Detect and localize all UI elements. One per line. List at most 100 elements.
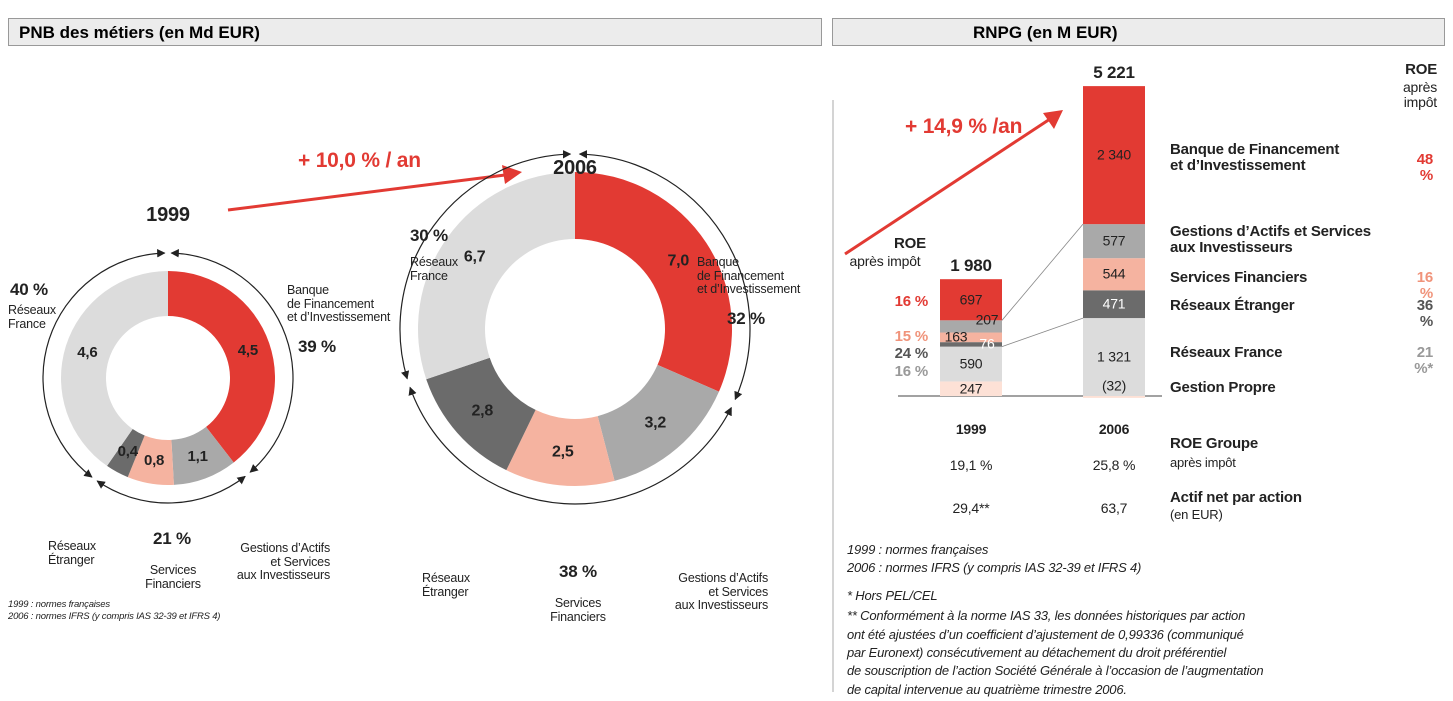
total-label: 5 221 xyxy=(1093,63,1135,83)
value-label: 0,8 xyxy=(143,452,165,470)
x-tick-label: 1999 xyxy=(955,421,987,437)
bar-segment xyxy=(940,342,1002,347)
share-label: 38 % xyxy=(559,562,597,581)
footnote: 2006 : normes IFRS (y compris IAS 32-39 … xyxy=(8,611,221,622)
category-label: Réseaux Étranger xyxy=(422,571,470,599)
chart-title: 2006 xyxy=(553,157,597,179)
footnote: ** Conformément à la norme IAS 33, les d… xyxy=(847,608,1246,623)
roe-label: 21 %* xyxy=(1414,344,1433,378)
legend-label: Banque de Financement et d’Investissemen… xyxy=(1170,141,1340,175)
bar-value-label: 207 xyxy=(975,311,999,328)
table-value: 63,7 xyxy=(1100,500,1128,516)
category-label: Gestions d’Actifs et Services aux Invest… xyxy=(674,571,768,612)
bar-segment xyxy=(940,320,1002,333)
share-label: 32 % xyxy=(727,309,765,328)
table-label: Actif net par action xyxy=(1170,489,1302,506)
growth-label: + 10,0 % / an xyxy=(298,149,421,172)
bar-value-label: (32) xyxy=(1101,377,1127,394)
bar-value-label: 1 321 xyxy=(1096,348,1132,365)
bar-value-label: 76 xyxy=(979,335,995,352)
legend-label: Services Financiers xyxy=(1170,269,1308,286)
bar-segment xyxy=(1083,318,1145,396)
footnote: de capital intervenue au quatrième trime… xyxy=(847,682,1127,697)
bar-segment xyxy=(1083,290,1145,319)
roe-title: ROE xyxy=(894,235,926,252)
value-label: 4,5 xyxy=(237,341,259,359)
bar-value-label: 544 xyxy=(1102,265,1126,282)
share-arc xyxy=(96,475,246,504)
footnote: 2006 : normes IFRS (y compris IAS 32-39 … xyxy=(847,560,1142,575)
bar-value-label: 163 xyxy=(944,328,968,345)
bar-value-label: 697 xyxy=(959,291,983,308)
share-arc xyxy=(42,249,166,478)
legend-label: Réseaux Étranger xyxy=(1170,297,1295,314)
connector xyxy=(1001,223,1084,321)
roe-label: 36 % xyxy=(1416,297,1433,331)
bar-segment xyxy=(1083,224,1145,259)
share-label: 21 % xyxy=(153,529,191,548)
legend-label: Gestions d’Actifs et Services aux Invest… xyxy=(1170,223,1371,257)
donut-segment xyxy=(61,271,169,466)
footnote: * Hors PEL/CEL xyxy=(847,588,938,603)
share-label: 30 % xyxy=(410,226,448,245)
value-label: 2,5 xyxy=(551,443,574,461)
bar-value-label: 471 xyxy=(1102,295,1126,312)
roe-subtitle: après impôt xyxy=(849,253,921,269)
roe-label: 15 % xyxy=(894,328,929,345)
total-label: 1 980 xyxy=(950,256,992,276)
bar-segment xyxy=(1083,258,1145,291)
bar-segment xyxy=(940,381,1002,396)
footnote: 1999 : normes françaises xyxy=(847,542,989,557)
growth-arrow xyxy=(227,173,506,212)
bar-value-label: 2 340 xyxy=(1096,146,1132,163)
value-label: 0,4 xyxy=(117,443,138,461)
footnote: par Euronext) consécutivement au détache… xyxy=(847,645,1227,660)
growth-label: + 14,9 % /an xyxy=(905,115,1023,138)
bar-segment xyxy=(940,279,1002,321)
header-right: RNPG (en M EUR) xyxy=(832,18,1445,46)
table-value: 29,4** xyxy=(952,500,990,516)
header-left: PNB des métiers (en Md EUR) xyxy=(8,18,822,46)
share-arc xyxy=(170,249,294,473)
roe-label: 24 % xyxy=(894,345,929,362)
legend-label: Réseaux France xyxy=(1170,344,1283,361)
table-sublabel: (en EUR) xyxy=(1170,507,1223,522)
value-label: 2,8 xyxy=(471,401,494,419)
category-label: Réseaux France xyxy=(410,255,458,283)
category-label: Services Financiers xyxy=(145,563,201,591)
donut-segment xyxy=(168,271,275,463)
bar-segment xyxy=(940,332,1002,343)
roe-label: 16 % xyxy=(1416,269,1433,303)
growth-arrow-head xyxy=(1043,110,1063,129)
roe-label: 48 % xyxy=(1416,151,1433,185)
table-value: 25,8 % xyxy=(1092,457,1136,473)
bar-segment xyxy=(1083,396,1145,398)
legend-label: Gestion Propre xyxy=(1170,379,1276,396)
connector xyxy=(1001,317,1084,348)
bar-value-label: 247 xyxy=(959,380,983,397)
bar-value-label: 590 xyxy=(959,355,983,372)
footnote: de souscription de l’action Société Géné… xyxy=(847,663,1264,678)
growth-arrow xyxy=(844,117,1051,256)
category-label: Gestions d’Actifs et Services aux Invest… xyxy=(236,541,330,582)
category-label: Banque de Financement et d’Investissemen… xyxy=(287,283,391,324)
growth-arrow-head xyxy=(502,165,522,184)
x-tick-label: 2006 xyxy=(1098,421,1130,437)
value-label: 3,2 xyxy=(644,414,667,432)
share-arc xyxy=(578,150,751,401)
table-label: ROE Groupe xyxy=(1170,435,1259,452)
chart-title: 1999 xyxy=(146,204,190,226)
value-label: 6,7 xyxy=(463,248,486,266)
share-label: 40 % xyxy=(10,280,48,299)
roe-title: ROE xyxy=(1405,61,1437,78)
footnote: 1999 : normes françaises xyxy=(8,599,110,610)
value-label: 1,1 xyxy=(187,448,208,466)
footnote: ont été ajustées d’un coefficient d’ajus… xyxy=(847,627,1244,642)
bar-segment xyxy=(1083,86,1145,225)
value-label: 7,0 xyxy=(667,252,690,270)
share-label: 39 % xyxy=(298,337,336,356)
share-arc xyxy=(399,150,572,380)
roe-label: 16 % xyxy=(894,293,929,310)
